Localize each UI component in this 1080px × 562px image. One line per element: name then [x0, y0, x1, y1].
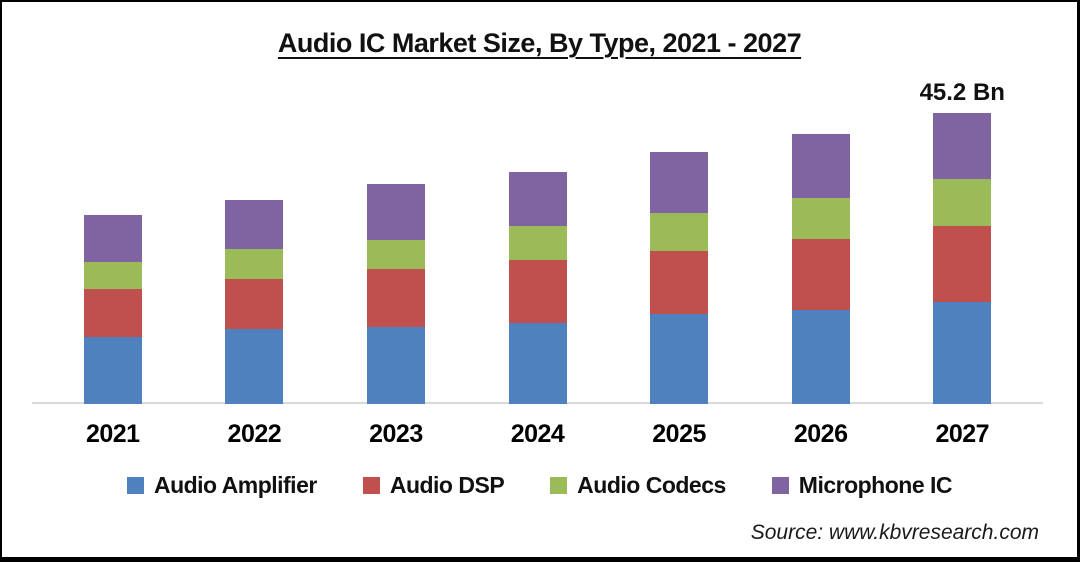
legend-label: Microphone IC	[798, 472, 953, 498]
chart-title: Audio IC Market Size, By Type, 2021 - 20…	[2, 28, 1077, 59]
bar-stack	[508, 171, 567, 404]
bar-segment	[933, 225, 992, 302]
bar-column	[608, 82, 750, 404]
bar-segment	[83, 288, 142, 337]
bar-segment	[508, 171, 567, 227]
bar-stack	[83, 215, 142, 404]
bar-segment	[508, 226, 567, 261]
x-tick-label: 2023	[369, 420, 423, 448]
bar-segment	[791, 239, 850, 310]
bar-column	[184, 82, 326, 404]
legend-color-swatch	[550, 477, 568, 494]
legend-item: Microphone IC	[771, 472, 953, 499]
bar-segment	[508, 322, 567, 404]
bar-stack	[650, 152, 709, 404]
bar-stack	[225, 199, 284, 404]
bar-segment	[791, 310, 850, 404]
legend-label: Audio DSP	[389, 472, 505, 498]
chart-title-text: Audio IC Market Size, By Type, 2021 - 20…	[277, 28, 802, 58]
bar-segment	[225, 279, 284, 330]
x-tick-label: 2024	[510, 420, 565, 448]
bar-segment	[650, 212, 709, 252]
bar-segment	[650, 152, 709, 213]
legend-item: Audio Codecs	[550, 472, 726, 499]
bar-stack	[791, 133, 850, 404]
bar-segment	[791, 133, 850, 199]
bar-segment	[933, 179, 992, 226]
x-tick-label: 2021	[85, 420, 140, 448]
bar-column	[750, 82, 892, 404]
bar-segment	[83, 261, 142, 289]
bar-segment	[225, 248, 284, 280]
bar-segment	[508, 260, 567, 323]
bar-segment	[366, 326, 425, 404]
bar-segment	[83, 215, 142, 262]
legend-color-swatch	[362, 477, 380, 494]
plot-area: 45.2 Bn	[42, 78, 1033, 404]
legend-label: Audio Codecs	[577, 472, 726, 498]
legend: Audio Amplifier Audio DSP Audio Codecs Micr…	[22, 472, 1057, 499]
bar-segment	[225, 199, 284, 249]
bar-stack	[366, 184, 425, 404]
bar-segment	[791, 198, 850, 240]
source-credit: Source: www.kbvresearch.com	[750, 521, 1039, 544]
bar-segment	[83, 337, 142, 404]
bar-column	[467, 82, 609, 404]
bar-segment	[933, 301, 992, 404]
x-tick-label: 2027	[935, 420, 990, 448]
x-tick-label: 2022	[227, 420, 282, 448]
bar-total-label: 45.2 Bn	[919, 78, 1005, 106]
legend-label: Audio Amplifier	[153, 472, 317, 498]
legend-item: Audio Amplifier	[126, 472, 317, 499]
bar-segment	[650, 251, 709, 314]
bar-segment	[225, 329, 284, 404]
legend-color-swatch	[126, 477, 144, 494]
bar-segment	[366, 269, 425, 327]
bar-column	[325, 82, 467, 404]
bar-column	[42, 82, 184, 404]
legend-item: Audio DSP	[362, 472, 505, 499]
bar-stack	[933, 112, 992, 404]
x-axis-labels: 2021 2022 2023 2024 2025 2026 2027	[42, 420, 1033, 449]
legend-color-swatch	[771, 477, 789, 494]
bar-segment	[933, 112, 992, 180]
bar-segment	[366, 184, 425, 240]
plot-columns: 45.2 Bn	[42, 78, 1033, 404]
bar-segment	[650, 313, 709, 404]
bar-segment	[366, 239, 425, 270]
x-tick-label: 2026	[793, 420, 848, 448]
bar-column: 45.2 Bn	[891, 78, 1033, 404]
x-tick-label: 2025	[652, 420, 706, 448]
